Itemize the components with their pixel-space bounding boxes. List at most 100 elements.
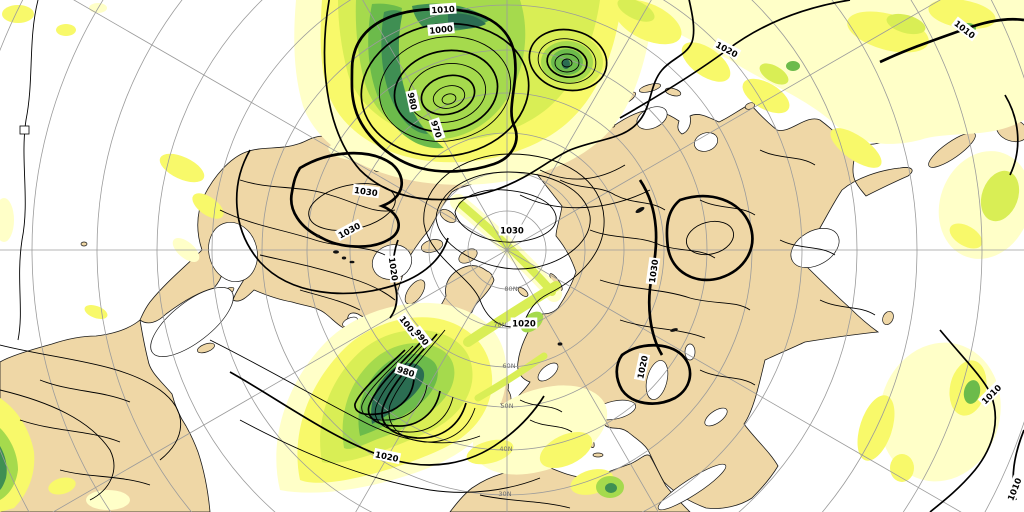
isobar-low2-r4 (537, 38, 597, 84)
precip-yellow-asia-5 (928, 0, 996, 29)
isobar-label: 1020 (510, 317, 538, 330)
sea-persian-gulf (704, 407, 728, 427)
isobar-texture-na-3 (259, 254, 396, 301)
graticule-meridian (362, 0, 508, 251)
isobar-bering-1 (539, 164, 626, 180)
graticule-meridian (506, 249, 659, 512)
isobar-labels: 1010100098097010201010103010301020103010… (334, 2, 1024, 504)
isobar-low2-r1 (561, 58, 573, 68)
isobar-texture-sa-3 (59, 469, 151, 486)
sea-baltic (537, 362, 559, 382)
isobar-label-box (498, 224, 526, 236)
isobar-texture-na-2 (219, 209, 386, 256)
lake-erie (349, 260, 355, 264)
precip-ygreen-asia-2 (759, 63, 789, 85)
isobar-low1-r2 (432, 85, 466, 109)
graticule-meridian (506, 0, 652, 251)
latitude-label: 40N (499, 445, 512, 453)
precip-streak-north-sea (463, 281, 561, 347)
precip-yellow-iberia (466, 439, 514, 465)
lake-baikal (635, 206, 645, 214)
isobar-label: 1010 (429, 2, 457, 17)
isobar-1010-br (929, 329, 997, 512)
isobar-label-text: 1010 (431, 5, 455, 17)
isobar-texture-eu-1 (519, 399, 563, 413)
isobar-1015-atlantic (209, 339, 481, 444)
lake-michigan (341, 256, 347, 260)
isobar-high-pole-1030 (454, 189, 557, 243)
sea-yellow (693, 132, 719, 152)
isobar-label-box (951, 16, 979, 42)
isobar-texture-eu-2 (529, 419, 573, 433)
isobar-label: 1030 (498, 224, 526, 237)
isobar-bering-2 (519, 189, 651, 209)
isobar-label-box (633, 352, 651, 382)
isobar-texture-as-9 (699, 369, 756, 386)
isobar-texture-as-4 (619, 319, 706, 339)
isobar-label-text: 1000 (429, 24, 454, 36)
isobar-label-text: 1030 (648, 259, 661, 284)
isobar-mideast-1020 (615, 344, 692, 405)
isobar-label-box (405, 89, 421, 113)
isobar-low1-r5-980 (393, 49, 499, 133)
lake-superior (333, 250, 339, 254)
isobar-texture-as-7 (779, 239, 836, 256)
latitude-label: 80N (504, 285, 517, 293)
precip-pale-sa-3 (86, 490, 130, 510)
graticule-meridian (506, 249, 962, 512)
precip-pale-left (0, 198, 14, 242)
latitude-label: 70N (493, 321, 506, 329)
isobar-low2-r3 (546, 45, 588, 79)
isobar-label-text: 980 (405, 92, 418, 112)
isobar-label: 1020 (386, 255, 402, 283)
isobar-label-text: 1030 (353, 186, 378, 199)
isobar-label-box (334, 218, 364, 242)
isobar-label-box (712, 37, 742, 61)
precip-streak-uk (474, 352, 548, 402)
isobar-canada-outer (235, 149, 449, 295)
isobar-texture-as-2 (589, 229, 716, 259)
isobar-label-text: 1020 (386, 257, 399, 282)
isobar-sa-1 (0, 344, 182, 461)
isobar-asia-high-inner (686, 220, 734, 256)
isobar-texture-sa-1 (39, 379, 131, 403)
isobar-1020-atlantic (229, 371, 545, 466)
precip-ygreen-right-center (980, 170, 1020, 222)
latitude-labels: 80N 70N 60N 50N 40N 30N (493, 285, 517, 498)
precip-yellow-right-center (949, 223, 983, 249)
isobar-label-box (411, 325, 433, 349)
island-baffin (404, 279, 426, 305)
isobar-trough-1 (388, 329, 476, 443)
isobar-trough-5 (361, 345, 428, 421)
isobar-label-box (372, 447, 402, 465)
island-kyushu (664, 87, 682, 97)
small-isobar-label-box (19, 125, 30, 135)
isobar-1020-pole (423, 153, 605, 328)
island-hispaniola (197, 342, 215, 354)
precip-yellow-china (830, 128, 882, 168)
isobar-label-box (394, 362, 418, 380)
precip-yellow-asia-2 (681, 42, 731, 82)
precip-yellow-na-1 (159, 153, 205, 183)
isobar-texture-as-1 (559, 179, 666, 211)
isobar-trough-980 (354, 349, 415, 416)
isobar-canada-1030 (289, 151, 404, 248)
precip-streak-pole (458, 201, 556, 296)
isobar-label-box (645, 257, 661, 285)
isobar-label-text: 1030 (500, 227, 524, 237)
lake-ladoga (557, 342, 563, 346)
isobar-texture-as-3 (599, 279, 751, 311)
isobar-greenland-1020 (389, 239, 399, 319)
island-sri-lanka (882, 310, 894, 326)
isobar-pacific-ns (17, 0, 39, 341)
island-honshu (638, 83, 662, 93)
graticule-meridian (506, 0, 941, 251)
latitude-label: 30N (498, 490, 511, 498)
precip-darkest-patch (448, 13, 486, 29)
island-galapagos (80, 241, 88, 247)
graticule-meridian (52, 249, 508, 512)
precip-yellow-asia-3 (742, 78, 790, 114)
isobar-label-box (352, 183, 380, 199)
isobar-low2-r5 (528, 28, 608, 92)
